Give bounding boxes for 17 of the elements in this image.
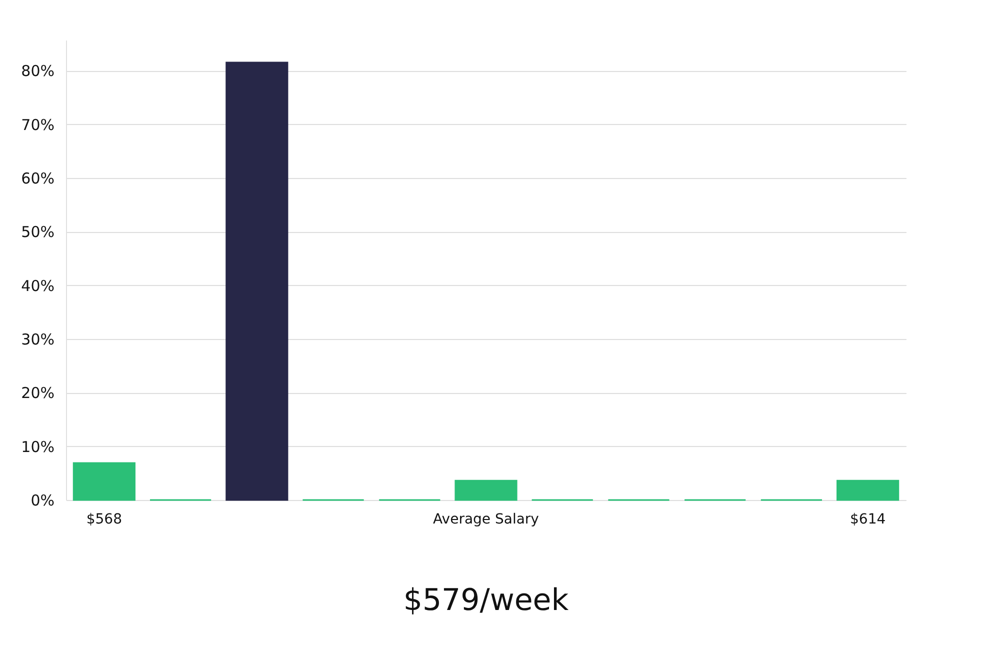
text: $579/week — [403, 583, 570, 618]
y-tick-label: 80% — [21, 62, 54, 80]
y-tick-label: 30% — [21, 330, 54, 348]
x-tick-label: $614 — [850, 512, 886, 528]
y-tick-label: 20% — [21, 384, 54, 402]
y-tick-label: 0% — [30, 492, 54, 510]
x-tick-label: Average Salary — [433, 512, 539, 528]
bar — [226, 62, 288, 501]
bar — [836, 480, 900, 501]
y-tick-label: 10% — [21, 438, 54, 456]
y-tick-label: 50% — [21, 223, 54, 242]
y-tick-label: 40% — [21, 276, 54, 295]
bar — [72, 462, 136, 501]
y-tick-label: 70% — [21, 116, 54, 134]
y-tick-label: 60% — [21, 169, 54, 188]
bar — [454, 480, 518, 501]
x-tick-label: $568 — [86, 512, 122, 528]
